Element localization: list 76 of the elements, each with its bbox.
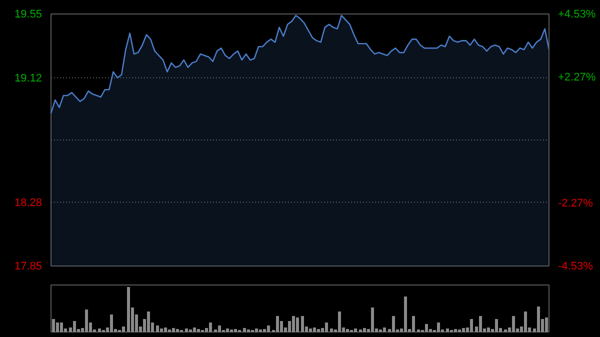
bar — [147, 311, 150, 332]
bar — [234, 328, 237, 332]
bar — [371, 308, 374, 332]
bar — [292, 316, 295, 332]
bar — [446, 328, 449, 332]
bar — [168, 329, 171, 332]
bar — [247, 329, 250, 332]
bar — [56, 322, 59, 332]
y2-tick-label: +2.27% — [558, 71, 596, 84]
bar — [363, 328, 366, 332]
y2-tick-label: -4.53% — [558, 260, 594, 273]
bar — [98, 328, 101, 332]
bar — [325, 322, 328, 332]
y-tick-label: 18.28 — [14, 196, 42, 209]
bar — [296, 318, 299, 332]
bar — [417, 329, 420, 332]
bar — [209, 322, 212, 332]
bar — [462, 328, 465, 332]
bar — [276, 316, 279, 332]
bar — [346, 328, 349, 332]
y2-tick-label: +4.53% — [558, 8, 596, 21]
bar — [193, 328, 196, 332]
bar — [164, 328, 167, 332]
bar — [313, 328, 316, 332]
bar — [354, 328, 357, 332]
bar — [160, 328, 163, 332]
bar — [214, 329, 217, 332]
bar — [338, 311, 341, 332]
y-tick-label: 19.12 — [14, 72, 42, 84]
bar — [392, 316, 395, 332]
bar — [479, 316, 482, 332]
bar — [425, 324, 428, 332]
bar — [317, 328, 320, 332]
bar — [243, 328, 246, 332]
y-tick-label: 17.85 — [14, 260, 42, 273]
bar — [301, 316, 304, 332]
bar — [545, 318, 548, 332]
bar — [537, 306, 540, 332]
bar — [454, 328, 457, 332]
y2-tick-label: -2.27% — [558, 198, 594, 210]
bar — [172, 328, 175, 332]
bar — [52, 318, 55, 332]
bar — [259, 329, 262, 332]
bar — [110, 314, 113, 332]
bar — [267, 326, 270, 332]
bar — [379, 329, 382, 332]
bar — [458, 329, 461, 332]
bar — [330, 328, 333, 332]
bar — [189, 329, 192, 332]
bar — [524, 311, 527, 332]
bar — [156, 326, 159, 332]
bar — [412, 316, 415, 332]
bar — [176, 328, 179, 332]
bar — [383, 328, 386, 332]
bar — [122, 326, 125, 332]
bar — [85, 310, 88, 332]
bar — [512, 316, 515, 332]
bar — [127, 287, 130, 332]
bar — [495, 318, 498, 332]
bar — [404, 296, 407, 332]
bar — [263, 328, 266, 332]
bar — [230, 329, 233, 332]
bar — [437, 322, 440, 332]
y-tick-label: 19.55 — [14, 8, 42, 21]
bar — [309, 328, 312, 332]
bar — [60, 322, 63, 332]
bar — [73, 320, 76, 332]
bar — [504, 329, 507, 332]
bar — [226, 328, 229, 332]
bar — [487, 328, 490, 332]
bar — [359, 329, 362, 332]
bar — [185, 328, 188, 332]
bar — [218, 326, 221, 332]
bar — [470, 318, 473, 332]
bar — [197, 328, 200, 332]
bar — [255, 328, 258, 332]
